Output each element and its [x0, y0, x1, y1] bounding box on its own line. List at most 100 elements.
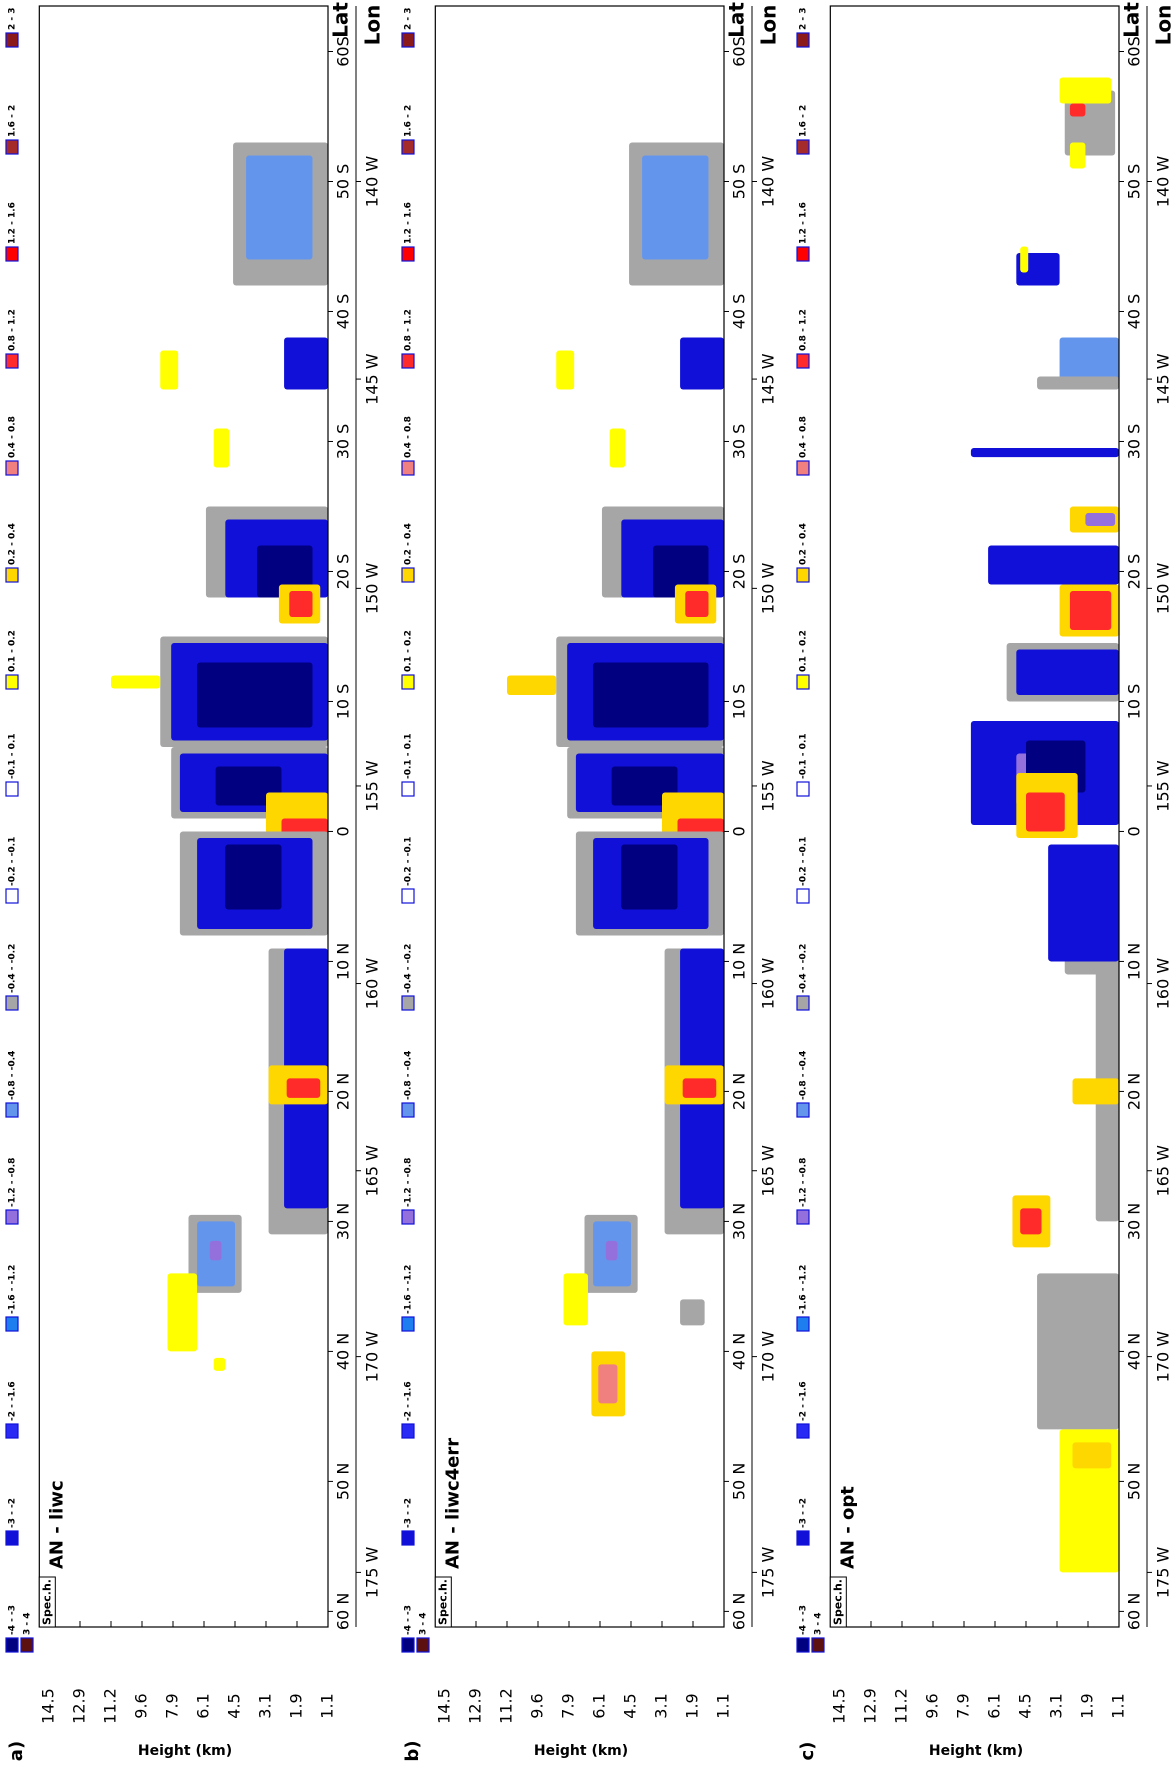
regions [970, 77, 1119, 1573]
legend-label: 0.2 - 0.4 [799, 523, 809, 565]
x2-tick-label: 165 W [363, 1145, 382, 1197]
y-tick-label: 12.9 [466, 1688, 485, 1724]
x-tick-label: 10 S [1125, 684, 1144, 720]
contour-region [1048, 844, 1119, 962]
legend-label: -0.8 - -0.4 [8, 1051, 18, 1100]
panel: 14.5 12.9 11.2 9.6 7.9 6.1 4.5 3.1 1.9 1.1 60 N 50 … [5, 2, 385, 1761]
x-tick-label: 60 N [1125, 1593, 1144, 1630]
legend-swatch [401, 781, 415, 797]
x2-tick-label: 170 W [363, 1331, 382, 1383]
contour-region [563, 1273, 588, 1326]
box [434, 1576, 452, 1628]
contour-region [213, 1357, 226, 1371]
legend-swatch [5, 888, 19, 904]
legend-label: -1.6 - -1.2 [8, 1265, 18, 1314]
panel-title: AN - opt [837, 1486, 858, 1569]
legend-label: -0.1 - 0.1 [8, 733, 18, 779]
x-tick-label: 30 N [730, 1203, 749, 1240]
legend-label: -0.2 - -0.1 [799, 837, 809, 886]
y-tick-label: 9.6 [923, 1693, 942, 1718]
x2-axis-label: Lon [1152, 5, 1173, 46]
x-tick-label: 50 N [334, 1463, 353, 1500]
legend-swatch [401, 460, 415, 476]
contour-region [593, 662, 709, 728]
legend-swatch [796, 567, 810, 583]
y-tick-label: 4.5 [621, 1693, 640, 1718]
contour-region [1069, 142, 1086, 169]
y-tick-label: 6.1 [985, 1693, 1004, 1718]
contour-region [213, 428, 230, 468]
legend-label: 1.2 - 1.6 [799, 202, 809, 244]
contour-region [680, 1299, 705, 1326]
x-tick-label: 20 N [1125, 1073, 1144, 1110]
legend-swatch [5, 460, 19, 476]
x-tick-label: 30 S [1125, 424, 1144, 460]
legend-label: -0.8 - -0.4 [799, 1051, 809, 1100]
x2-tick-label: 170 W [1154, 1331, 1173, 1383]
legend-label: 2 - 3 [799, 7, 809, 30]
x2-tick-label: 175 W [759, 1547, 778, 1599]
y-tick-label: 11.2 [892, 1688, 911, 1724]
legend-swatch [5, 32, 19, 48]
x-tick-label: 50 N [1125, 1463, 1144, 1500]
panel-label: a) [6, 1741, 27, 1761]
legend-label: 1.6 - 2 [404, 105, 414, 137]
legend-label: -0.4 - -0.2 [799, 944, 809, 993]
legend-swatch [401, 1423, 415, 1439]
legend-label: 1.2 - 1.6 [404, 202, 414, 244]
y-tick-label: 7.9 [163, 1693, 182, 1718]
legend-label: -1.6 - -1.2 [799, 1265, 809, 1314]
x-tick-label: 0 [730, 826, 749, 836]
panel-title: AN - liwc4err [442, 1438, 463, 1569]
contour-region [160, 350, 179, 390]
contour-region [598, 1364, 618, 1404]
panel-label: c) [797, 1742, 818, 1761]
x-tick-label: 10 N [334, 943, 353, 980]
x-tick-label: 40 N [1125, 1333, 1144, 1370]
contour-region [289, 590, 313, 617]
legend-swatch [5, 781, 19, 797]
legend-label: 0.1 - 0.2 [799, 630, 809, 672]
legend-swatch [5, 1209, 19, 1225]
contour-region [556, 350, 575, 390]
contour-region [225, 844, 282, 910]
panel: 14.5 12.9 11.2 9.6 7.9 6.1 4.5 3.1 1.9 1.1 60 N 50 … [796, 2, 1173, 1761]
legend-label: -2 - -1.6 [8, 1381, 18, 1421]
x2-tick-label: 150 W [1154, 562, 1173, 614]
x2-tick-label: 140 W [759, 156, 778, 208]
y-tick-label: 14.5 [435, 1688, 454, 1724]
x2-tick-label: 145 W [1154, 353, 1173, 405]
x-tick-label: 30 N [1125, 1203, 1144, 1240]
legend-swatch [796, 1530, 810, 1546]
legend-swatch [796, 781, 810, 797]
legend-swatch [796, 1637, 810, 1653]
contour-region [286, 1078, 321, 1098]
legend-label: -0.4 - -0.2 [404, 944, 414, 993]
legend-swatch [796, 353, 810, 369]
contour-region [611, 766, 678, 806]
y-tick-label: 7.9 [559, 1693, 578, 1718]
x-tick-label: 40 S [730, 294, 749, 330]
legend-swatch [796, 32, 810, 48]
legend-swatch [5, 674, 19, 690]
contour-region [988, 545, 1119, 585]
x-tick-label: 20 N [730, 1073, 749, 1110]
x-tick-label: 40 S [334, 294, 353, 330]
x-tick-label: 20 S [334, 554, 353, 590]
legend-swatch [796, 460, 810, 476]
legend-swatch [401, 246, 415, 262]
contour-region [1072, 1442, 1112, 1469]
x-tick-label: 0 [1125, 826, 1144, 836]
x2-tick-label: 140 W [1154, 156, 1173, 208]
x-tick-label: 30 S [730, 424, 749, 460]
contour-region [215, 766, 282, 806]
box-label: Spec.h. [436, 1579, 449, 1625]
x2-tick-label: 155 W [1154, 760, 1173, 812]
legend-swatch [796, 1102, 810, 1118]
legend-label: -1.2 - -0.8 [404, 1158, 414, 1207]
y-tick-label: 12.9 [70, 1688, 89, 1724]
panel: 14.5 12.9 11.2 9.6 7.9 6.1 4.5 3.1 1.9 1.1 60 N 50 … [401, 2, 781, 1762]
x2-tick-label: 155 W [759, 760, 778, 812]
legend-label: -0.1 - 0.1 [799, 733, 809, 779]
